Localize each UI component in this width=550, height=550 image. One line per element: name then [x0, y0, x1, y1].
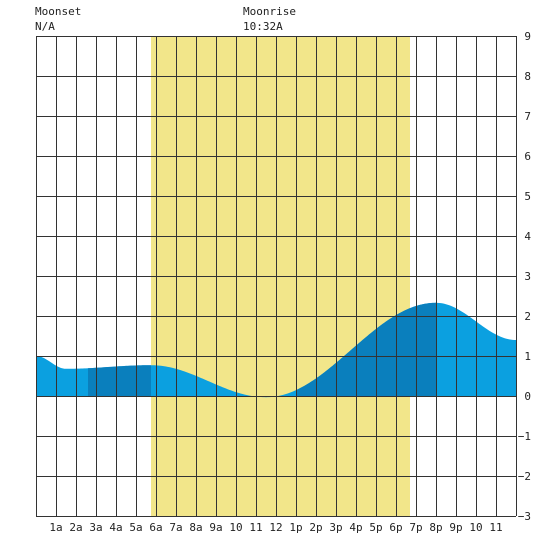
x-tick-label: 7a	[169, 521, 182, 534]
y-tick-label: 6	[524, 150, 531, 163]
x-tick-label: 4a	[109, 521, 122, 534]
axis-labels: 1a 2a 3a 4a 5a 6a 7a 8a 9a 10 11 12 1p 2p 3p 4p 5p 6p 7p 8p…	[49, 30, 531, 534]
y-tick-label: 3	[524, 270, 531, 283]
y-tick-label: 7	[524, 110, 531, 123]
y-tick-label: 0	[524, 390, 531, 403]
x-tick-label: 3a	[89, 521, 102, 534]
x-tick-label: 2p	[309, 521, 322, 534]
y-tick-label: −2	[518, 470, 531, 483]
x-tick-label: 5p	[369, 521, 382, 534]
x-tick-label: 1a	[49, 521, 62, 534]
moonrise-label: Moonrise	[243, 5, 296, 18]
x-tick-label: 1p	[289, 521, 302, 534]
x-tick-label: 8a	[189, 521, 202, 534]
x-tick-label: 6a	[149, 521, 162, 534]
x-tick-label: 2a	[69, 521, 82, 534]
y-tick-label: 1	[524, 350, 531, 363]
tide-area-dark-band	[88, 365, 151, 396]
y-tick-label: −1	[518, 430, 531, 443]
y-tick-label: 8	[524, 70, 531, 83]
tide-area-dark-band	[296, 302, 436, 396]
x-tick-label: 12	[269, 521, 282, 534]
y-tick-label: 2	[524, 310, 531, 323]
y-tick-label: 9	[524, 30, 531, 43]
x-tick-label: 8p	[429, 521, 442, 534]
x-tick-label: 7p	[409, 521, 422, 534]
x-tick-label: 3p	[329, 521, 342, 534]
x-tick-label: 10	[469, 521, 482, 534]
x-tick-label: 5a	[129, 521, 142, 534]
x-tick-label: 4p	[349, 521, 362, 534]
x-tick-label: 11	[249, 521, 262, 534]
x-tick-label: 9p	[449, 521, 462, 534]
y-tick-label: 5	[524, 190, 531, 203]
grid-layer	[36, 36, 517, 517]
moonrise-time: 10:32A	[243, 20, 283, 33]
x-tick-label: 10	[229, 521, 242, 534]
y-tick-label: −3	[518, 510, 531, 523]
x-tick-label: 6p	[389, 521, 402, 534]
moonset-label: Moonset	[35, 5, 81, 18]
x-tick-label: 11	[489, 521, 502, 534]
y-tick-label: 4	[524, 230, 531, 243]
moonset-time: N/A	[35, 20, 55, 33]
x-tick-label: 9a	[209, 521, 222, 534]
